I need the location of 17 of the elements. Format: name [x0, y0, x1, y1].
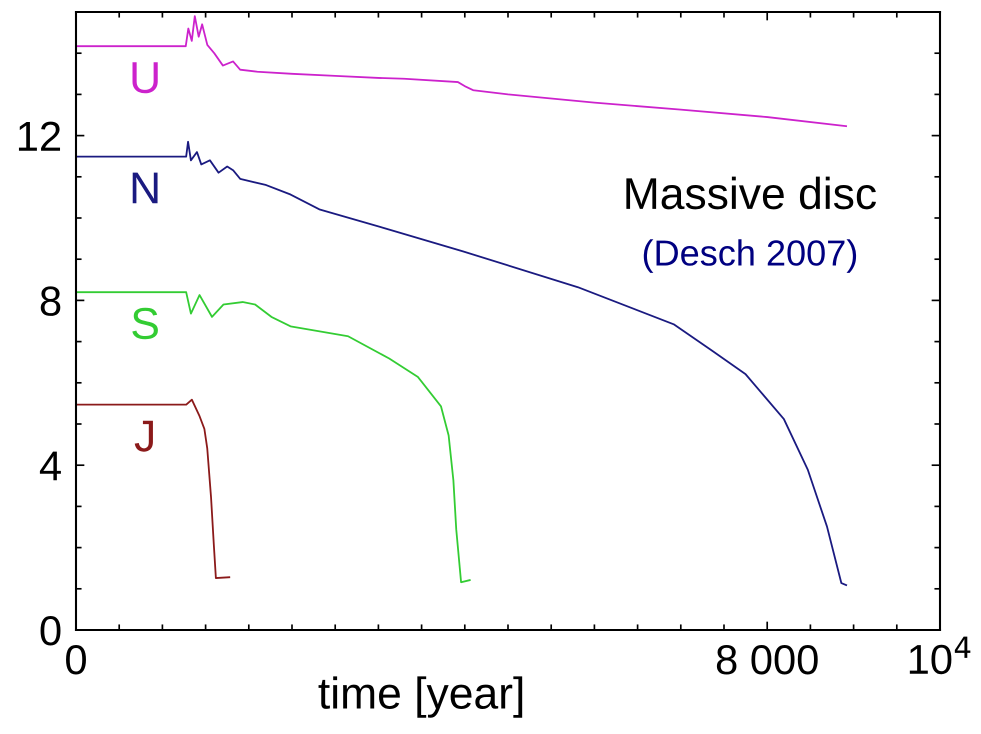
y-tick-label: 0 — [40, 616, 60, 646]
series-label: U — [132, 62, 158, 94]
annotation: Massive disc — [626, 176, 876, 210]
line-series — [76, 398, 230, 579]
y-tick-label: 12 — [18, 122, 60, 151]
series-label: S — [132, 308, 158, 340]
x-tick-label: 8 000 — [716, 644, 818, 674]
x-tick-label: 10$^{4}$ — [910, 636, 970, 674]
y-tick-label: 8 — [40, 286, 60, 316]
line-series — [76, 15, 847, 128]
line-series — [76, 291, 471, 584]
x-axis-title: time [year] — [318, 676, 522, 718]
x-tick-label: 0 — [66, 644, 86, 674]
y-tick-label: 4 — [40, 452, 61, 480]
annotation: (Desch 2007) — [644, 239, 856, 273]
series-label: N — [132, 172, 158, 204]
series-label: J — [134, 420, 153, 452]
